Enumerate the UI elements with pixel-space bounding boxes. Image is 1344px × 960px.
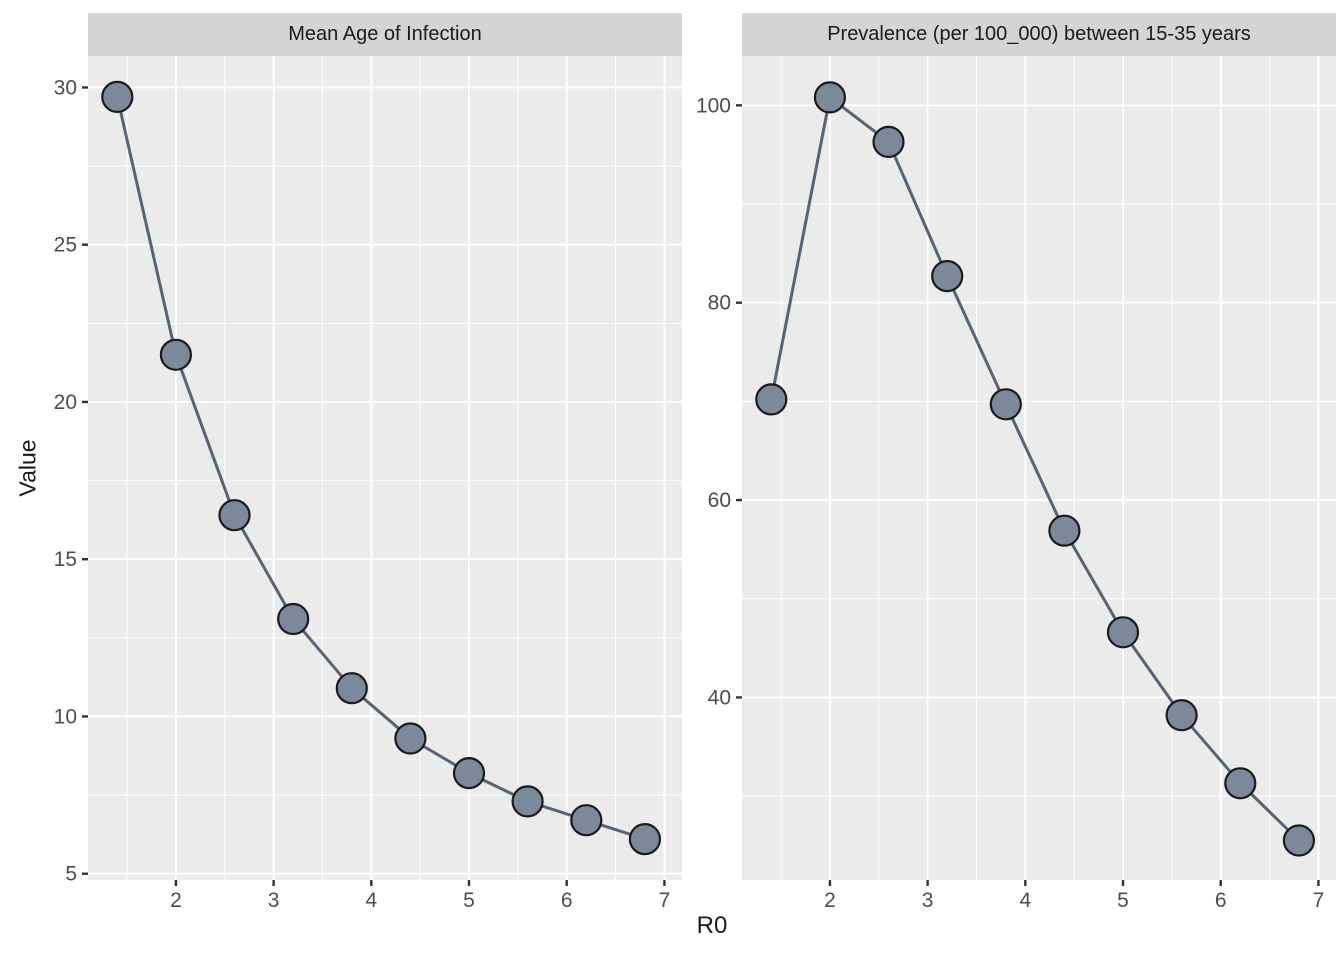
y-tick-label: 30: [54, 76, 77, 99]
y-tick-label: 60: [708, 489, 731, 512]
data-point: [1224, 767, 1257, 800]
panel-background: [742, 56, 1336, 880]
data-point: [1165, 699, 1198, 732]
data-point: [755, 383, 788, 416]
data-point: [1048, 514, 1081, 547]
x-tick-label: 6: [1215, 889, 1227, 912]
y-tick-label: 20: [54, 391, 77, 414]
data-point: [1282, 824, 1316, 857]
data-point: [277, 602, 310, 636]
data-point: [989, 388, 1022, 421]
facet-title-mean-age: Mean Age of Infection: [288, 23, 482, 45]
y-tick-label: 80: [708, 292, 731, 315]
x-tick-label: 2: [824, 889, 836, 912]
x-tick-label: 3: [922, 889, 934, 912]
data-point: [394, 722, 427, 755]
data-point: [159, 338, 192, 371]
data-point: [1106, 616, 1140, 649]
panel-background: [88, 56, 682, 880]
series-line: [769, 95, 1301, 842]
x-tick-label: 4: [365, 889, 377, 912]
series-line: [115, 95, 647, 841]
data-point: [101, 80, 134, 114]
data-point: [872, 125, 905, 158]
facet-strip-mean-age: Mean Age of Infection: [88, 13, 682, 56]
facet-strip-prevalence: Prevalence (per 100_000) between 15-35 y…: [742, 13, 1336, 56]
data-point: [218, 499, 251, 532]
x-tick-label: 4: [1019, 889, 1031, 912]
x-tick-label: 7: [1313, 889, 1325, 912]
x-tick-label: 7: [659, 889, 671, 912]
data-point: [931, 260, 964, 293]
y-tick-label: 10: [54, 705, 77, 728]
y-tick-label: 100: [696, 94, 731, 117]
data-point: [570, 804, 603, 837]
x-tick-label: 5: [1117, 889, 1129, 912]
x-tick-label: 3: [268, 889, 280, 912]
data-point: [628, 822, 662, 856]
y-tick-label: 40: [708, 686, 731, 709]
data-point: [335, 672, 368, 705]
data-point: [452, 756, 486, 790]
x-tick-label: 6: [561, 889, 573, 912]
y-tick-label: 15: [54, 548, 77, 571]
x-tick-label: 5: [463, 889, 475, 912]
x-tick-label: 2: [170, 889, 182, 912]
data-point: [511, 785, 544, 818]
data-point: [813, 81, 847, 114]
y-tick-label: 25: [54, 234, 77, 257]
y-tick-label: 5: [65, 863, 77, 886]
y-axis-title: Value: [14, 439, 41, 497]
facet-title-prevalence: Prevalence (per 100_000) between 15-35 y…: [827, 23, 1251, 45]
x-axis-title: R0: [696, 912, 728, 939]
